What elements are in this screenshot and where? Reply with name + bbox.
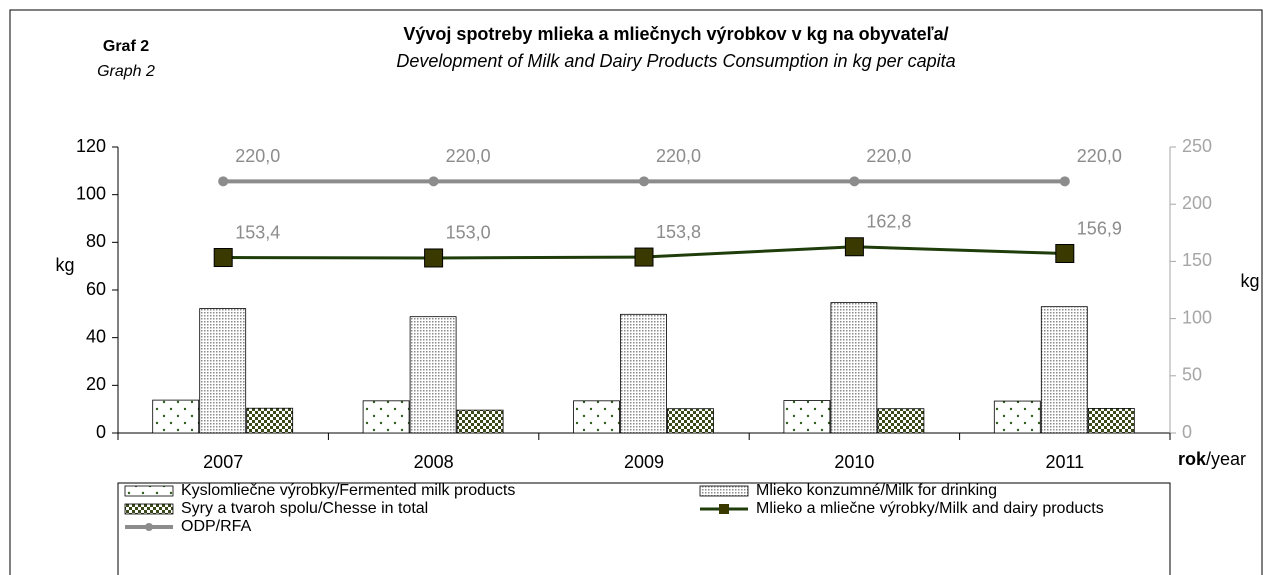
x-axis-label-rest: /year: [1206, 449, 1246, 469]
x-axis-label-bold: rok: [1178, 449, 1207, 469]
legend-label: Syry a tvaroh spolu/Chesse in total: [181, 500, 428, 517]
marker: [213, 248, 233, 268]
legend-label: Kyslomliečne výrobky/Fermented milk prod…: [181, 482, 515, 499]
bar: [362, 400, 410, 434]
data-label: 220,0: [1077, 146, 1122, 166]
x-tick-label: 2010: [834, 452, 874, 472]
bar: [1040, 306, 1088, 434]
data-label: 153,8: [656, 222, 701, 242]
y-tick-label: 40: [86, 326, 106, 346]
marker: [639, 176, 649, 187]
bar: [246, 407, 294, 434]
marker: [849, 176, 860, 187]
y2-axis-label: kg: [1240, 271, 1259, 291]
x-tick-label: 2008: [414, 452, 454, 472]
marker: [428, 176, 439, 187]
y-axis-label: kg: [55, 255, 74, 275]
bar: [199, 308, 247, 434]
legend-marker: [145, 523, 153, 531]
y-tick-label: 0: [96, 422, 106, 442]
chart-title: Vývoj spotreby mlieka a mliečnych výrobk…: [403, 24, 948, 44]
data-label: 220,0: [866, 146, 911, 166]
y-tick-label: 60: [86, 279, 106, 299]
y2-tick-label: 150: [1182, 250, 1212, 270]
legend-label: Mlieko konzumné/Milk for drinking: [756, 482, 997, 499]
chart-subtitle: Development of Milk and Dairy Products C…: [396, 51, 955, 71]
x-tick-label: 2009: [624, 452, 664, 472]
x-tick-label: 2011: [1045, 452, 1084, 472]
data-label: 220,0: [235, 146, 280, 166]
frame: [9, 9, 1263, 575]
bar: [993, 400, 1041, 434]
bar: [830, 302, 878, 434]
marker: [218, 176, 229, 187]
legend-label: ODP/RFA: [181, 518, 252, 535]
x-tick-label: 2007: [203, 452, 243, 472]
y2-tick-label: 100: [1182, 307, 1212, 327]
legend-swatch: [124, 503, 174, 515]
bar: [783, 400, 831, 434]
bar: [152, 399, 200, 434]
legend-swatch: [124, 485, 174, 497]
marker: [634, 247, 654, 267]
graph-label-en: Graph 2: [97, 63, 155, 80]
graph-label: Graf 2: [103, 38, 149, 55]
y-tick-label: 20: [86, 374, 106, 394]
bar: [409, 316, 457, 434]
data-label: 153,4: [235, 222, 280, 242]
y2-tick-label: 0: [1182, 422, 1192, 442]
y2-tick-label: 50: [1182, 365, 1202, 385]
data-label: 162,8: [866, 212, 911, 232]
bar: [877, 408, 925, 434]
legend-swatch: [699, 485, 749, 497]
y-tick-label: 120: [76, 136, 106, 156]
data-label: 153,0: [446, 223, 491, 243]
bar: [573, 400, 620, 434]
data-label: 220,0: [656, 146, 701, 166]
marker: [424, 248, 444, 268]
y-tick-label: 100: [76, 183, 106, 203]
y2-tick-label: 250: [1182, 136, 1212, 156]
marker: [1055, 244, 1075, 264]
bar: [620, 313, 667, 434]
data-label: 220,0: [446, 146, 491, 166]
x-axis-label: rok/year: [1178, 449, 1246, 469]
bar: [667, 408, 714, 434]
legend-box: [117, 482, 1171, 575]
legend-label: Mlieko a mliečne výrobky/Milk and dairy …: [756, 500, 1104, 517]
marker: [844, 237, 864, 257]
bar: [456, 409, 504, 434]
data-label: 156,9: [1077, 218, 1122, 238]
marker: [1059, 176, 1070, 187]
bar: [1087, 408, 1135, 434]
y-tick-label: 80: [86, 231, 106, 251]
legend-marker: [719, 504, 729, 514]
y2-tick-label: 200: [1182, 193, 1212, 213]
